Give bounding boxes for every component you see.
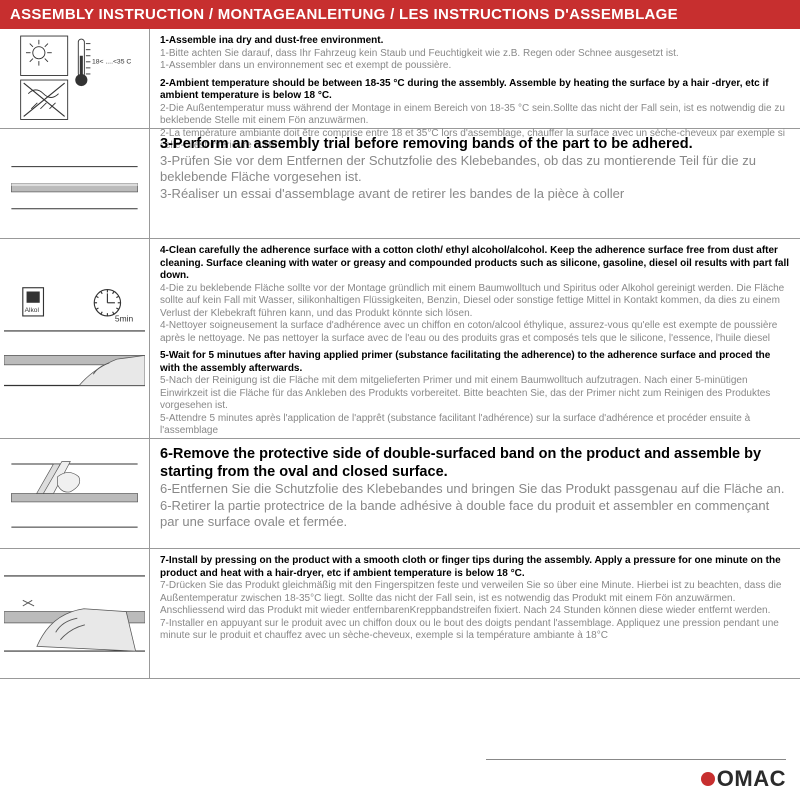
svg-text:18< ....<35 C: 18< ....<35 C	[92, 58, 131, 65]
step-alt: 6-Entfernen Sie die Schutzfolie des Kleb…	[160, 481, 790, 497]
instruction-text: 4-Clean carefully the adherence surface …	[150, 239, 800, 438]
svg-text:5min: 5min	[115, 314, 134, 324]
step-alt: 5-Nach der Reinigung ist die Fläche mit …	[160, 375, 790, 413]
step-main: 2-Ambient temperature should be between …	[160, 78, 790, 103]
logo-dot-icon	[701, 772, 715, 786]
instruction-row: 7-Install by pressing on the product wit…	[0, 549, 800, 679]
instruction-row: 6-Remove the protective side of double-s…	[0, 439, 800, 549]
step-main: 1-Assemble ina dry and dust-free environ…	[160, 35, 790, 48]
brand-logo: OMAC	[701, 766, 786, 792]
step: 3-Perform an assembly trial before remov…	[160, 135, 790, 202]
page-title: ASSEMBLY INSTRUCTION / MONTAGEANLEITUNG …	[0, 0, 800, 29]
step: 6-Remove the protective side of double-s…	[160, 445, 790, 530]
step-alt: 5-Attendre 5 minutes après l'application…	[160, 413, 790, 438]
step-main: 6-Remove the protective side of double-s…	[160, 445, 790, 481]
step-alt: 4-Die zu beklebende Fläche sollte vor de…	[160, 283, 790, 321]
instruction-text: 6-Remove the protective side of double-s…	[150, 439, 800, 548]
instruction-rows: 18< ....<35 C 1-Assemble ina dry and dust…	[0, 29, 800, 679]
svg-text:Alkol: Alkol	[25, 307, 40, 314]
logo-divider	[486, 759, 786, 760]
illustration-peel	[0, 439, 150, 548]
step-alt: 1-Bitte achten Sie darauf, dass Ihr Fahr…	[160, 48, 790, 61]
step: 5-Wait for 5 minutues after having appli…	[160, 350, 790, 438]
logo-text: OMAC	[717, 766, 786, 792]
step: 7-Install by pressing on the product wit…	[160, 555, 790, 643]
step-main: 3-Perform an assembly trial before remov…	[160, 135, 790, 153]
instruction-text: 1-Assemble ina dry and dust-free environ…	[150, 29, 800, 128]
step-main: 4-Clean carefully the adherence surface …	[160, 245, 790, 283]
instruction-text: 3-Perform an assembly trial before remov…	[150, 129, 800, 238]
step-alt: 4-Nettoyer soigneusement la surface d'ad…	[160, 320, 790, 345]
step-alt: 7-Installer en appuyant sur le produit a…	[160, 618, 790, 643]
instruction-row: 18< ....<35 C 1-Assemble ina dry and dust…	[0, 29, 800, 129]
illustration-wipe_clock: Alkol 5min	[0, 239, 150, 438]
step-alt: 7-Drücken Sie das Produkt gleichmäßig mi…	[160, 580, 790, 618]
illustration-press	[0, 549, 150, 678]
illustration-bar	[0, 129, 150, 238]
step-alt: 3-Prüfen Sie vor dem Entfernen der Schut…	[160, 153, 790, 186]
step: 1-Assemble ina dry and dust-free environ…	[160, 35, 790, 73]
step: 4-Clean carefully the adherence surface …	[160, 245, 790, 345]
step-main: 7-Install by pressing on the product wit…	[160, 555, 790, 580]
instruction-row: 3-Perform an assembly trial before remov…	[0, 129, 800, 239]
step-alt: 6-Retirer la partie protectrice de la ba…	[160, 498, 790, 531]
instruction-text: 7-Install by pressing on the product wit…	[150, 549, 800, 678]
step-alt: 3-Réaliser un essai d'assemblage avant d…	[160, 186, 790, 202]
instruction-row: Alkol 5min 4-Clean carefully the adherence…	[0, 239, 800, 439]
step-alt: 1-Assembler dans un environnement sec et…	[160, 60, 790, 73]
step-main: 5-Wait for 5 minutues after having appli…	[160, 350, 790, 375]
step-alt: 2-Die Außentemperatur muss während der M…	[160, 103, 790, 128]
illustration-sun_thermo: 18< ....<35 C	[0, 29, 150, 128]
